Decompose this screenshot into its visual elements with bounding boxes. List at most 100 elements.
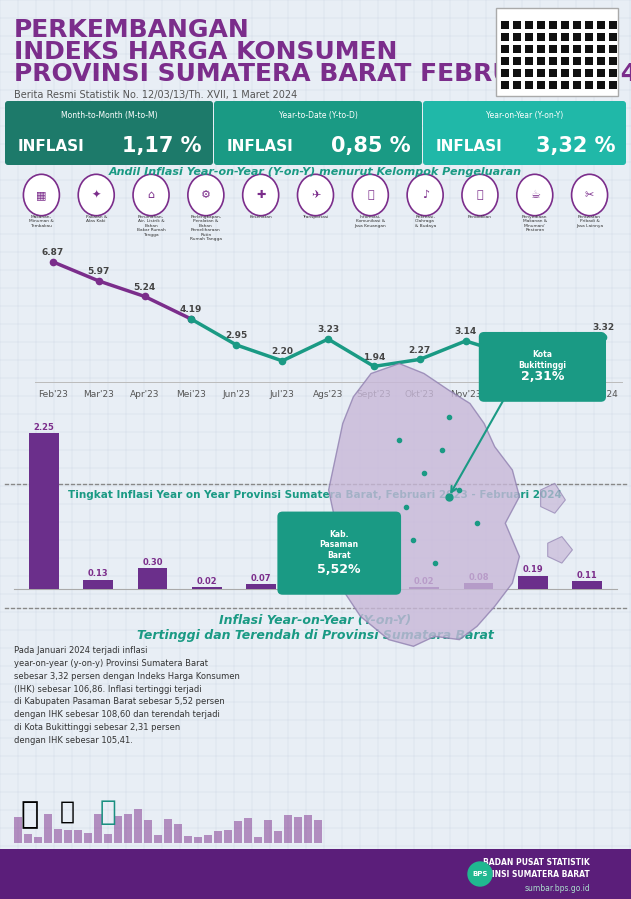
Text: Tertinggi dan Terendah di Provinsi Sumatera Barat: Tertinggi dan Terendah di Provinsi Sumat… — [136, 629, 493, 642]
Ellipse shape — [407, 174, 443, 216]
Text: 3.23: 3.23 — [317, 325, 339, 334]
Bar — [83, 580, 113, 589]
FancyBboxPatch shape — [525, 69, 533, 77]
FancyBboxPatch shape — [561, 81, 569, 89]
FancyBboxPatch shape — [537, 21, 545, 29]
Text: 0.19: 0.19 — [522, 565, 543, 574]
Text: 1,17 %: 1,17 % — [122, 136, 202, 156]
FancyBboxPatch shape — [585, 57, 593, 65]
FancyBboxPatch shape — [513, 33, 521, 41]
FancyBboxPatch shape — [304, 815, 312, 843]
FancyBboxPatch shape — [573, 69, 581, 77]
FancyBboxPatch shape — [597, 45, 605, 53]
Text: ✈: ✈ — [311, 190, 320, 200]
Ellipse shape — [243, 174, 279, 216]
FancyBboxPatch shape — [609, 81, 617, 89]
FancyBboxPatch shape — [597, 33, 605, 41]
FancyBboxPatch shape — [561, 69, 569, 77]
Text: Penyediaan
Makanan &
Minuman/
Restoran: Penyediaan Makanan & Minuman/ Restoran — [522, 215, 548, 232]
Ellipse shape — [133, 174, 169, 216]
Text: 0.30: 0.30 — [142, 557, 163, 566]
FancyBboxPatch shape — [44, 814, 52, 843]
Polygon shape — [329, 363, 519, 646]
Bar — [29, 433, 59, 589]
Ellipse shape — [188, 174, 224, 216]
FancyBboxPatch shape — [585, 21, 593, 29]
FancyBboxPatch shape — [274, 831, 282, 843]
FancyBboxPatch shape — [525, 21, 533, 29]
FancyBboxPatch shape — [609, 45, 617, 53]
FancyBboxPatch shape — [501, 33, 509, 41]
Text: BPS: BPS — [473, 871, 488, 877]
FancyBboxPatch shape — [609, 57, 617, 65]
Text: Andil Inflasi Year-on-Year (Y-on-Y) menurut Kelompok Pengeluaran: Andil Inflasi Year-on-Year (Y-on-Y) menu… — [109, 167, 521, 177]
FancyBboxPatch shape — [585, 33, 593, 41]
Text: 3.32: 3.32 — [592, 324, 614, 333]
Bar — [410, 587, 439, 589]
Ellipse shape — [297, 174, 334, 216]
Ellipse shape — [517, 174, 553, 216]
FancyBboxPatch shape — [537, 81, 545, 89]
Text: 0.00: 0.00 — [360, 578, 380, 587]
Bar — [192, 587, 221, 589]
Text: 2,31%: 2,31% — [521, 370, 564, 383]
FancyBboxPatch shape — [549, 21, 557, 29]
Text: Pada Januari 2024 terjadi inflasi
year-on-year (y-on-y) Provinsi Sumatera Barat
: Pada Januari 2024 terjadi inflasi year-o… — [14, 646, 240, 745]
FancyBboxPatch shape — [597, 57, 605, 65]
FancyBboxPatch shape — [513, 21, 521, 29]
FancyBboxPatch shape — [234, 821, 242, 843]
Text: 6.87: 6.87 — [42, 248, 64, 257]
Text: ▦: ▦ — [36, 190, 47, 200]
Text: 0.15: 0.15 — [305, 568, 326, 577]
Polygon shape — [541, 484, 565, 513]
FancyBboxPatch shape — [134, 809, 142, 843]
FancyBboxPatch shape — [54, 829, 62, 843]
FancyBboxPatch shape — [24, 834, 32, 843]
FancyBboxPatch shape — [609, 21, 617, 29]
Bar — [518, 575, 548, 589]
FancyBboxPatch shape — [496, 8, 618, 96]
Text: ⚙: ⚙ — [201, 190, 211, 200]
FancyBboxPatch shape — [0, 849, 631, 899]
Text: 0.02: 0.02 — [414, 577, 435, 586]
FancyBboxPatch shape — [609, 33, 617, 41]
FancyBboxPatch shape — [264, 820, 272, 843]
Text: PROVINSI SUMATERA BARAT FEBRUARI 2024: PROVINSI SUMATERA BARAT FEBRUARI 2024 — [14, 62, 631, 86]
FancyBboxPatch shape — [124, 814, 132, 843]
FancyBboxPatch shape — [561, 57, 569, 65]
FancyBboxPatch shape — [537, 57, 545, 65]
FancyBboxPatch shape — [501, 57, 509, 65]
Text: Kesehatan: Kesehatan — [249, 215, 272, 219]
FancyBboxPatch shape — [501, 21, 509, 29]
Text: Rekreasi,
Olahraga
& Budaya: Rekreasi, Olahraga & Budaya — [415, 215, 436, 228]
Text: Inflasi Year-on-Year (Y-on-Y): Inflasi Year-on-Year (Y-on-Y) — [219, 614, 411, 627]
FancyBboxPatch shape — [585, 45, 593, 53]
Bar — [300, 578, 331, 589]
Ellipse shape — [462, 174, 498, 216]
Ellipse shape — [23, 174, 59, 216]
Text: Perumahan,
Air, Listrik &
Bahan
Bakar Rumah
Tangga: Perumahan, Air, Listrik & Bahan Bakar Ru… — [137, 215, 165, 236]
FancyBboxPatch shape — [573, 57, 581, 65]
Text: 0,85 %: 0,85 % — [331, 136, 411, 156]
FancyBboxPatch shape — [423, 101, 626, 165]
Text: 3,32 %: 3,32 % — [536, 136, 615, 156]
Text: ✦: ✦ — [91, 190, 101, 200]
FancyBboxPatch shape — [501, 69, 509, 77]
Text: 0.13: 0.13 — [88, 569, 109, 578]
FancyBboxPatch shape — [549, 57, 557, 65]
Bar — [138, 568, 167, 589]
Text: 2.57: 2.57 — [546, 340, 569, 349]
FancyBboxPatch shape — [549, 45, 557, 53]
Text: Month-to-Month (M-to-M): Month-to-Month (M-to-M) — [61, 111, 157, 120]
FancyBboxPatch shape — [513, 69, 521, 77]
Text: 📶: 📶 — [367, 190, 374, 200]
FancyBboxPatch shape — [513, 57, 521, 65]
FancyBboxPatch shape — [597, 21, 605, 29]
Text: sumbar.bps.go.id: sumbar.bps.go.id — [524, 884, 590, 893]
Text: 1.94: 1.94 — [363, 352, 385, 361]
Text: 5.24: 5.24 — [134, 283, 156, 292]
FancyBboxPatch shape — [164, 819, 172, 843]
Text: 2.27: 2.27 — [409, 346, 431, 355]
FancyBboxPatch shape — [224, 830, 232, 843]
Text: ⌂: ⌂ — [148, 190, 155, 200]
